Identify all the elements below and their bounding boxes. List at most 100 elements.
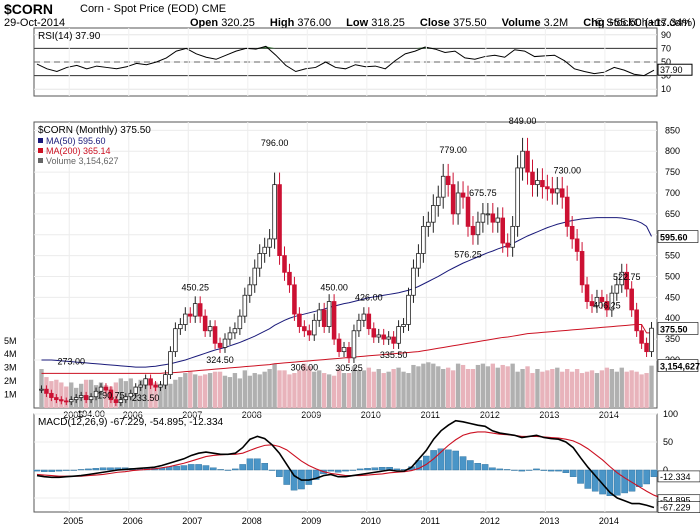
rsi-tick-label: 50	[661, 57, 671, 67]
macd-histogram-bar	[327, 469, 335, 472]
volume-bar	[560, 371, 565, 408]
macd-histogram-bar	[445, 449, 452, 471]
candle-body	[311, 319, 317, 336]
macd-histogram-bar	[92, 468, 100, 471]
candle-body	[153, 384, 158, 388]
volume-bar	[312, 371, 317, 408]
candle-body	[222, 338, 228, 348]
macd-x-label: 2012	[480, 516, 500, 526]
volume-bar	[242, 370, 248, 408]
macd-histogram-bar	[246, 458, 254, 471]
volume-bar	[455, 363, 461, 408]
macd-histogram-bar	[606, 469, 614, 496]
volume-bar	[441, 369, 446, 408]
volume-bar	[609, 369, 615, 408]
macd-histogram-bar	[489, 467, 496, 471]
macd-histogram-bar	[393, 468, 401, 471]
volume-bar	[589, 370, 595, 408]
macd-histogram-bar	[209, 467, 217, 471]
candle-body	[421, 225, 426, 254]
volume-bar	[644, 373, 649, 408]
candle-body	[237, 315, 243, 330]
chg-value: +55.50 (+17.34%)	[607, 17, 696, 29]
candle-body	[371, 328, 377, 338]
volume-last-value-box	[657, 359, 699, 372]
price-tick-label: 550	[665, 251, 680, 261]
volume-bar	[505, 366, 510, 408]
candle-body	[207, 326, 213, 332]
low-value: 318.25	[371, 17, 405, 29]
macd-histogram-bar	[107, 467, 114, 471]
price-x-label: 2005	[63, 410, 83, 420]
volume-bar	[322, 373, 327, 408]
candle-body	[178, 324, 183, 330]
candle-body	[644, 342, 649, 353]
volume-bar	[198, 375, 203, 408]
candle-body	[391, 336, 396, 344]
open-value: 320.25	[221, 17, 255, 29]
macd-histogram-bar	[555, 469, 562, 472]
ma50-last-value-box	[657, 230, 699, 243]
macd-histogram-bar	[99, 467, 107, 471]
volume-bar	[148, 381, 153, 408]
candle-body	[331, 301, 337, 340]
price-annotation: 450.00	[320, 282, 348, 292]
candle-body	[73, 397, 79, 401]
volume-bar	[302, 363, 307, 408]
candle-body	[336, 338, 342, 353]
candle-body	[187, 313, 193, 317]
candle-body	[480, 213, 486, 223]
candle-body	[520, 150, 525, 169]
ohlc-summary: Open 320.25 High 376.00 Low 318.25 Close…	[190, 17, 700, 29]
price-tick-label: 350	[665, 334, 680, 344]
price-annotation: 576.25	[454, 250, 482, 260]
candle-body	[416, 253, 421, 269]
volume-bar	[401, 371, 406, 408]
low-label: Low	[346, 17, 369, 29]
price-annotation: 796.00	[261, 138, 289, 148]
price-tick-label: 650	[665, 209, 680, 219]
volume-tick-label: 5M	[4, 336, 17, 346]
rsi-overbought-fill	[265, 46, 276, 49]
candle-body	[550, 188, 555, 194]
volume-bar	[555, 367, 560, 408]
macd-histogram-bar	[496, 468, 504, 471]
macd-histogram-bar	[430, 450, 437, 471]
volume-bar	[257, 374, 262, 408]
candle-body	[624, 271, 630, 290]
rsi-last-value: 37.90	[660, 65, 683, 75]
candle-body	[257, 253, 262, 269]
volume-bar	[262, 371, 267, 408]
volume-bar	[599, 370, 605, 408]
candle-body	[212, 326, 218, 344]
volume-bar	[292, 373, 297, 408]
volume-bar	[227, 377, 233, 408]
candle-body	[559, 188, 565, 198]
candle-body	[103, 386, 109, 391]
symbol-title: $CORN	[4, 1, 54, 17]
macd-histogram-bar	[584, 469, 592, 489]
candle-body	[63, 400, 69, 403]
volume-bar	[267, 369, 272, 408]
candle-body	[386, 336, 391, 340]
price-last-value-box	[657, 322, 699, 335]
volume-bar	[202, 374, 208, 408]
candle-body	[307, 330, 312, 336]
candle-body	[59, 399, 64, 402]
candle-body	[183, 313, 188, 325]
candle-body	[143, 378, 148, 386]
volume-bar	[98, 382, 104, 408]
candle-body	[530, 171, 535, 186]
macd-histogram-bar	[621, 469, 628, 494]
macd-histogram-bar	[577, 469, 584, 484]
volume-bar	[540, 371, 545, 408]
candle-body	[589, 301, 595, 307]
macd-histogram-bar	[452, 450, 459, 471]
candle-body	[173, 328, 178, 353]
volume-bar	[376, 369, 381, 408]
candle-body	[297, 313, 302, 327]
macd-histogram-bar	[591, 469, 599, 492]
volume-bar	[277, 370, 282, 408]
candle-body	[455, 192, 461, 215]
macd-histogram-bar	[371, 467, 379, 471]
